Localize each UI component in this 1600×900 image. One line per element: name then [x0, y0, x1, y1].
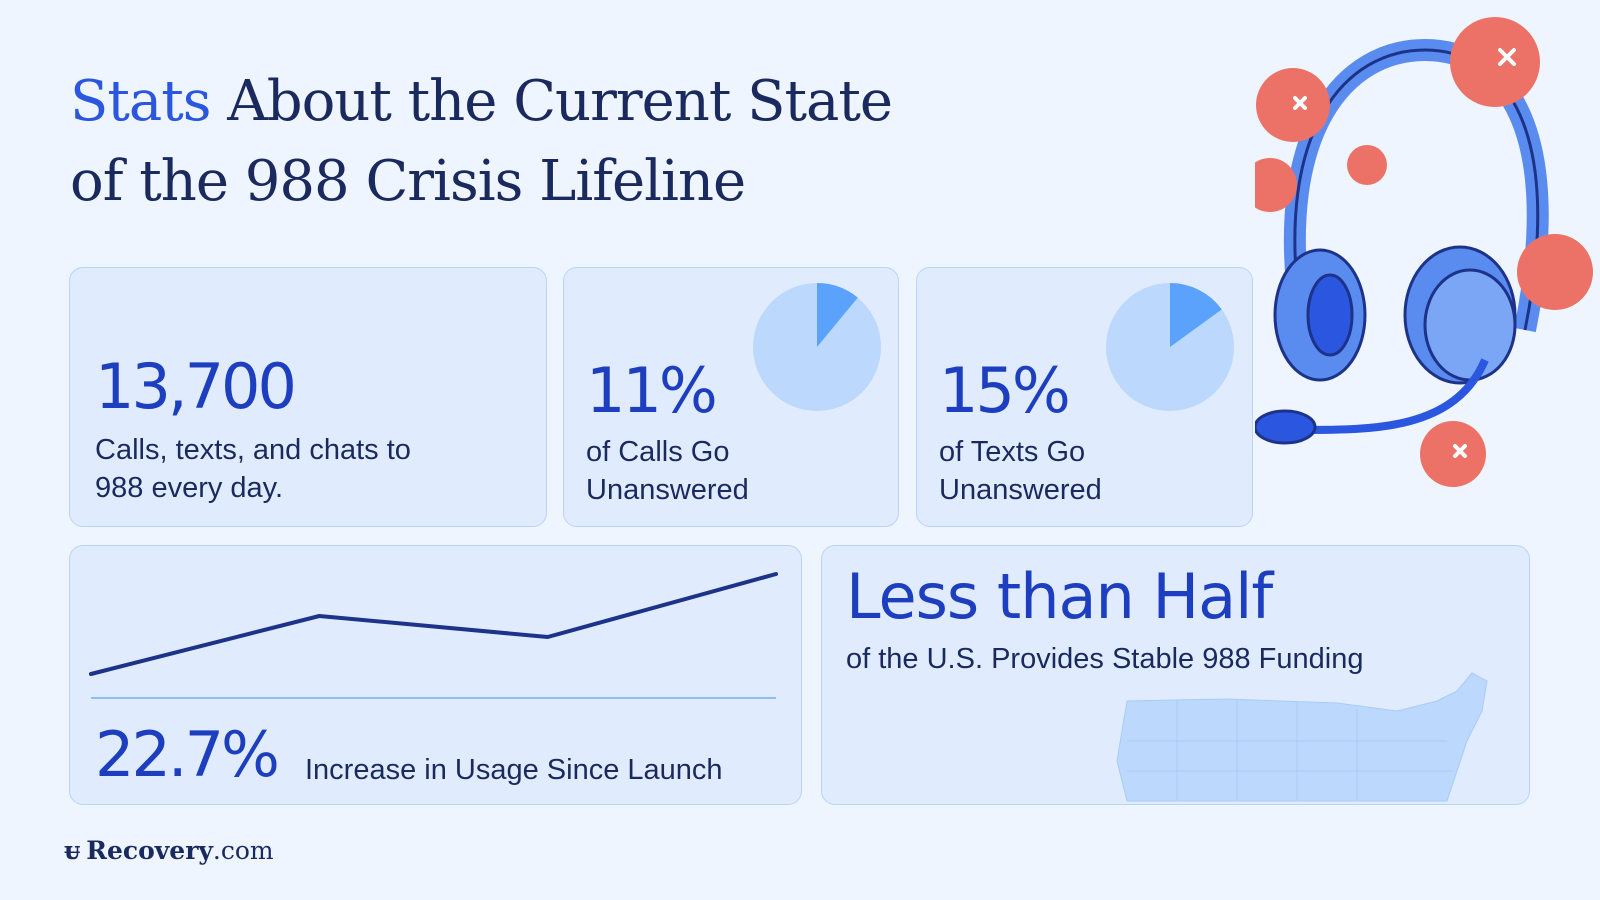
usage-increase-card: 22.7% Increase in Usage Since Launch — [69, 545, 802, 805]
usage-increase-label: Increase in Usage Since Launch — [305, 754, 723, 786]
texts-label-2: Unanswered — [939, 474, 1102, 506]
title-accent: Stats — [70, 69, 211, 134]
funding-value: Less than Half — [846, 560, 1273, 633]
calls-pie — [753, 283, 881, 411]
usage-increase-value: 22.7% — [95, 718, 280, 791]
unanswered-texts-card: 15% of Texts Go Unanswered — [916, 267, 1253, 527]
calls-label-2: Unanswered — [586, 474, 749, 506]
headset-icon — [1255, 17, 1593, 487]
us-map-icon — [1116, 672, 1488, 802]
brand-name: Recovery — [86, 836, 213, 865]
daily-contacts-card: 13,700 Calls, texts, and chats to 988 ev… — [69, 267, 547, 527]
trend-line — [89, 572, 778, 676]
usage-trend-chart — [89, 572, 778, 699]
recovery-logo-icon: ᵾ — [64, 836, 81, 865]
texts-pie — [1106, 283, 1234, 411]
calls-unanswered-value: 11% — [586, 354, 718, 427]
unanswered-calls-card: 11% of Calls Go Unanswered — [563, 267, 899, 527]
brand-suffix: .com — [212, 836, 274, 865]
page-title: Stats About the Current State of the 988… — [70, 62, 893, 222]
texts-unanswered-value: 15% — [939, 354, 1071, 427]
pie-slice — [817, 283, 858, 347]
title-line2: of the 988 Crisis Lifeline — [70, 149, 746, 214]
calls-label-1: of Calls Go — [586, 436, 730, 468]
daily-contacts-value: 13,700 — [95, 350, 297, 423]
pie-slice — [1170, 283, 1222, 347]
daily-contacts-label-2: 988 every day. — [95, 472, 284, 504]
brand-logo: ᵾ Recovery.com — [64, 836, 274, 865]
texts-label-1: of Texts Go — [939, 436, 1086, 468]
daily-contacts-label-1: Calls, texts, and chats to — [95, 434, 411, 466]
missed-call-icon — [1255, 17, 1593, 487]
funding-label: of the U.S. Provides Stable 988 Funding — [846, 643, 1364, 675]
funding-card: Less than Half of the U.S. Provides Stab… — [821, 545, 1530, 805]
title-line1: About the Current State — [210, 69, 893, 134]
